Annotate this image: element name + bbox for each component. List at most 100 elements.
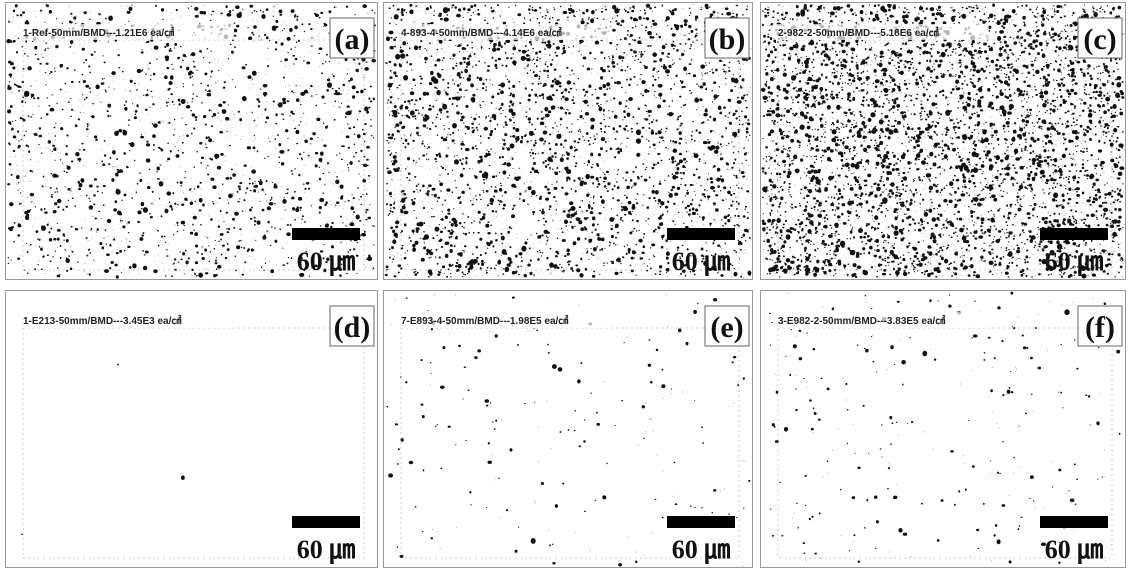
defect-dot: [411, 133, 412, 134]
defect-dot: [644, 12, 646, 14]
defect-dot: [491, 95, 494, 98]
defect-dot: [667, 253, 669, 255]
defect-dot: [631, 10, 634, 12]
grain: [675, 215, 676, 216]
defect-dot: [94, 178, 97, 181]
defect-dot: [238, 240, 240, 242]
defect-dot: [674, 141, 677, 144]
defect-dot: [248, 37, 252, 41]
defect-dot: [419, 46, 422, 49]
grain: [61, 123, 62, 124]
defect-dot: [460, 43, 461, 44]
defect-dot: [73, 16, 76, 19]
defect-dot: [212, 141, 213, 142]
defect-dot: [696, 39, 697, 40]
defect-dot: [671, 156, 674, 160]
defect-dot: [717, 168, 721, 172]
defect-dot: [658, 199, 661, 203]
defect-dot: [210, 110, 211, 111]
grain: [725, 131, 726, 132]
defect-dot: [364, 106, 368, 111]
defect-dot: [292, 113, 295, 115]
defect-dot: [717, 12, 718, 13]
grain: [608, 174, 609, 175]
defect-dot: [545, 17, 546, 18]
grain: [517, 234, 518, 235]
grain: [692, 4, 693, 5]
grain: [51, 46, 52, 47]
grain: [191, 200, 192, 201]
defect-dot: [465, 105, 468, 108]
grain: [121, 240, 122, 241]
grain: [683, 112, 684, 113]
defect-dot: [420, 83, 422, 85]
defect-dot: [472, 94, 475, 97]
defect-dot: [497, 260, 501, 265]
defect-dot: [517, 13, 521, 16]
defect-dot: [652, 20, 655, 22]
defect-dot: [445, 254, 449, 258]
defect-dot: [697, 214, 698, 215]
grain: [553, 221, 554, 222]
defect-dot: [568, 91, 570, 93]
defect-dot: [498, 58, 501, 61]
grain: [702, 76, 703, 77]
defect-dot: [173, 263, 175, 264]
defect-dot: [674, 34, 676, 35]
defect-dot: [102, 55, 103, 56]
defect-dot: [641, 80, 645, 84]
grain: [730, 163, 731, 164]
grain: [27, 197, 28, 198]
grain: [176, 87, 177, 88]
defect-dot: [412, 78, 415, 81]
defect-dot: [192, 113, 196, 116]
defect-dot: [74, 205, 76, 207]
defect-dot: [593, 247, 597, 251]
grain: [670, 241, 671, 242]
defect-dot: [392, 261, 393, 262]
defect-dot: [734, 86, 735, 87]
grain: [455, 244, 456, 245]
grain: [422, 233, 423, 234]
defect-dot: [232, 173, 236, 177]
defect-dot: [568, 46, 569, 47]
grain: [362, 137, 363, 138]
grain: [76, 16, 77, 17]
defect-dot: [180, 259, 182, 261]
defect-dot: [554, 68, 557, 70]
defect-dot: [92, 115, 95, 118]
grain: [256, 126, 257, 127]
grain: [444, 113, 445, 114]
defect-dot: [409, 47, 411, 49]
defect-dot: [65, 145, 67, 147]
grain: [557, 228, 558, 229]
defect-dot: [95, 85, 99, 90]
grain: [690, 142, 691, 143]
defect-dot: [140, 136, 144, 139]
defect-dot: [495, 211, 497, 213]
grain: [402, 246, 403, 247]
defect-dot: [727, 219, 730, 222]
grain: [15, 35, 16, 36]
grain: [406, 257, 407, 258]
defect-dot: [708, 146, 711, 149]
grain: [407, 264, 408, 265]
grain: [158, 56, 159, 57]
defect-dot: [137, 221, 140, 223]
defect-dot: [389, 32, 390, 33]
defect-dot: [258, 100, 260, 102]
defect-dot: [395, 220, 399, 224]
defect-dot: [108, 41, 109, 42]
defect-dot: [490, 117, 491, 118]
defect-dot: [437, 197, 440, 199]
defect-dot: [358, 63, 360, 65]
defect-dot: [471, 15, 472, 16]
defect-dot: [746, 190, 749, 192]
defect-dot: [735, 197, 736, 198]
defect-dot: [612, 127, 615, 130]
defect-dot: [237, 201, 239, 203]
defect-dot: [171, 64, 173, 65]
defect-dot: [322, 63, 324, 65]
grain: [148, 114, 149, 115]
defect-dot: [572, 270, 574, 272]
